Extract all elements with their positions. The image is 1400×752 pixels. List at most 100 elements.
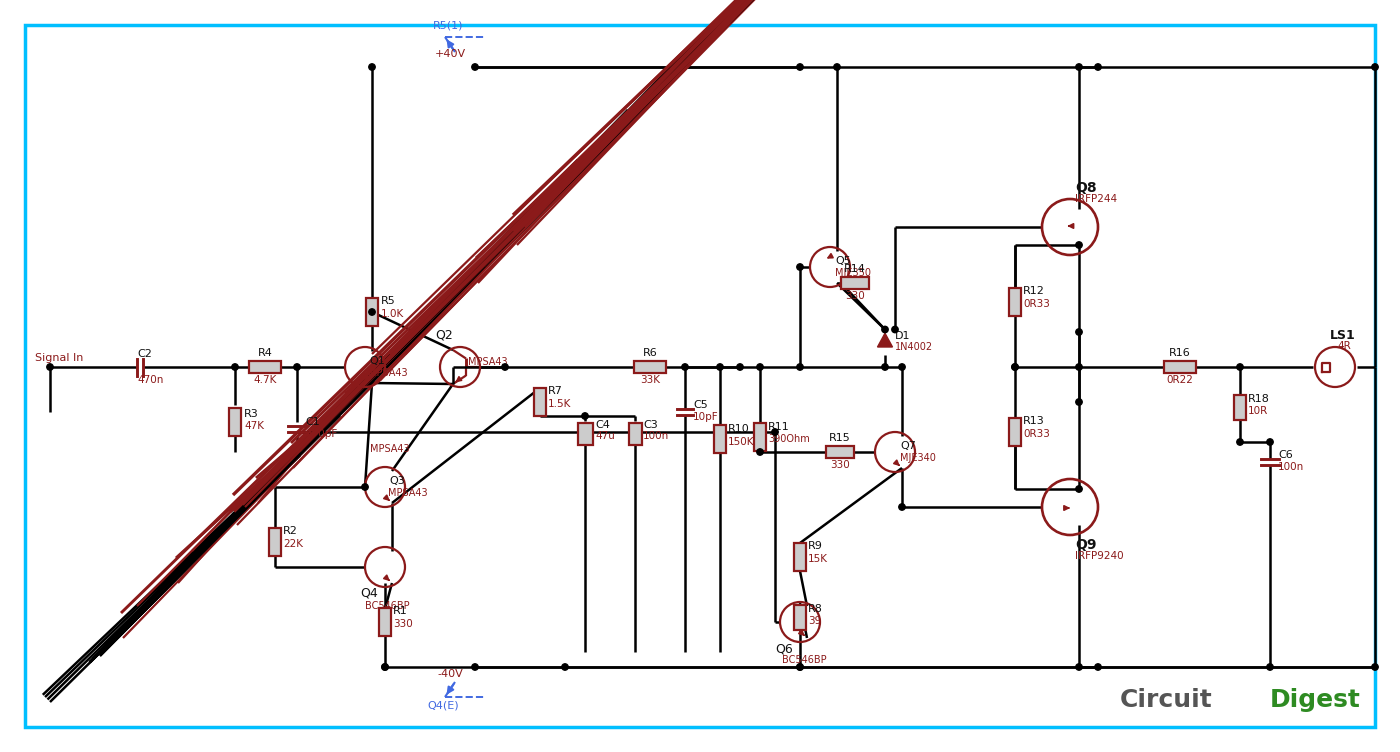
Text: 47K: 47K <box>244 421 265 431</box>
Text: Circuit: Circuit <box>1120 688 1212 712</box>
Circle shape <box>368 309 375 315</box>
Circle shape <box>1267 439 1273 445</box>
Text: 330: 330 <box>393 619 413 629</box>
Text: MPSA43: MPSA43 <box>370 444 410 454</box>
Circle shape <box>757 449 763 455</box>
FancyBboxPatch shape <box>577 423 592 445</box>
Text: IRFP9240: IRFP9240 <box>1075 551 1124 561</box>
FancyBboxPatch shape <box>753 423 766 451</box>
Text: R5(1): R5(1) <box>433 21 463 31</box>
Circle shape <box>1372 64 1378 70</box>
Text: 0R33: 0R33 <box>1023 429 1050 439</box>
Circle shape <box>834 64 840 70</box>
FancyBboxPatch shape <box>629 423 641 445</box>
FancyBboxPatch shape <box>228 408 241 436</box>
Text: C6: C6 <box>1278 450 1292 460</box>
Text: 4R: 4R <box>1337 341 1351 351</box>
Circle shape <box>361 484 368 490</box>
Text: D1: D1 <box>895 331 910 341</box>
FancyBboxPatch shape <box>379 608 391 636</box>
Circle shape <box>1236 439 1243 445</box>
Circle shape <box>736 364 743 370</box>
FancyBboxPatch shape <box>365 298 378 326</box>
Circle shape <box>1372 664 1378 670</box>
Text: 100n: 100n <box>643 431 669 441</box>
Text: C1: C1 <box>305 417 319 427</box>
Text: 39: 39 <box>808 616 822 626</box>
Text: -40V: -40V <box>437 669 463 679</box>
Text: 470pF: 470pF <box>305 429 337 439</box>
Text: 100n: 100n <box>1278 462 1305 472</box>
Text: BC546BP: BC546BP <box>783 655 826 665</box>
Text: MPSA43: MPSA43 <box>468 357 508 367</box>
Circle shape <box>882 364 888 370</box>
Text: C3: C3 <box>643 420 658 430</box>
Text: Q5: Q5 <box>834 256 851 266</box>
Circle shape <box>892 326 899 332</box>
Circle shape <box>1095 664 1102 670</box>
Text: R18: R18 <box>1247 394 1270 404</box>
Circle shape <box>899 364 906 370</box>
Text: Digest: Digest <box>1270 688 1361 712</box>
Text: 0R22: 0R22 <box>1166 375 1193 385</box>
Circle shape <box>757 364 763 370</box>
Text: R14: R14 <box>844 264 867 274</box>
Circle shape <box>1075 486 1082 493</box>
Text: C5: C5 <box>693 400 708 410</box>
FancyBboxPatch shape <box>826 446 854 458</box>
Text: 33K: 33K <box>640 375 659 385</box>
Circle shape <box>472 64 479 70</box>
Text: R9: R9 <box>808 541 823 551</box>
Circle shape <box>1012 364 1018 370</box>
FancyBboxPatch shape <box>25 25 1375 727</box>
Polygon shape <box>878 333 893 347</box>
Text: R12: R12 <box>1023 286 1044 296</box>
Text: IRFP244: IRFP244 <box>1075 194 1117 204</box>
Circle shape <box>682 364 689 370</box>
FancyBboxPatch shape <box>1233 395 1246 420</box>
Text: MJE340: MJE340 <box>900 453 935 463</box>
Text: MJE350: MJE350 <box>834 268 871 278</box>
FancyBboxPatch shape <box>1009 418 1021 446</box>
FancyBboxPatch shape <box>794 543 806 571</box>
Text: LS1: LS1 <box>1330 329 1355 342</box>
Text: R6: R6 <box>643 348 658 358</box>
Circle shape <box>1075 64 1082 70</box>
Text: 15K: 15K <box>808 554 827 564</box>
Circle shape <box>501 364 508 370</box>
Circle shape <box>797 264 804 270</box>
Text: R11: R11 <box>769 422 790 432</box>
FancyBboxPatch shape <box>533 388 546 416</box>
Text: Q4: Q4 <box>360 587 378 600</box>
Circle shape <box>1075 664 1082 670</box>
Text: +40V: +40V <box>434 49 466 59</box>
Text: Q3: Q3 <box>389 476 405 486</box>
Text: R10: R10 <box>728 424 750 434</box>
FancyBboxPatch shape <box>249 361 281 373</box>
Text: C4: C4 <box>595 420 610 430</box>
Text: R15: R15 <box>829 433 851 443</box>
Text: 390Ohm: 390Ohm <box>769 434 809 444</box>
Circle shape <box>797 64 804 70</box>
Circle shape <box>1075 242 1082 248</box>
Text: 22K: 22K <box>283 539 302 549</box>
Circle shape <box>232 364 238 370</box>
Circle shape <box>1075 399 1082 405</box>
Text: R8: R8 <box>808 604 823 614</box>
Text: 1N4002: 1N4002 <box>895 342 934 352</box>
Text: 330: 330 <box>830 460 850 470</box>
Circle shape <box>1236 364 1243 370</box>
Text: 1.5K: 1.5K <box>547 399 571 409</box>
Text: Q8: Q8 <box>1075 181 1096 195</box>
Circle shape <box>294 364 300 370</box>
FancyBboxPatch shape <box>634 361 666 373</box>
Text: R1: R1 <box>393 606 407 616</box>
Text: R16: R16 <box>1169 348 1191 358</box>
Text: Q4(E): Q4(E) <box>427 701 459 711</box>
Circle shape <box>382 664 388 670</box>
FancyBboxPatch shape <box>1163 361 1196 373</box>
Circle shape <box>797 664 804 670</box>
Circle shape <box>1075 329 1082 335</box>
Circle shape <box>771 429 778 435</box>
Text: 47u: 47u <box>595 431 615 441</box>
